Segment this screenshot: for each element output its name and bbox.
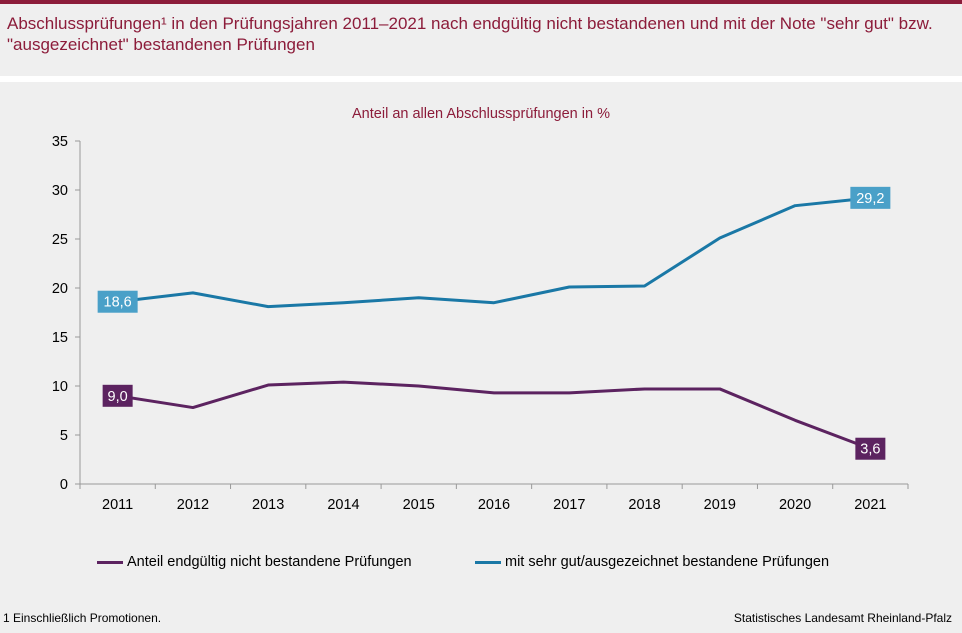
legend-swatch-excellent (475, 560, 501, 564)
legend-label-failed: Anteil endgültig nicht bestandene Prüfun… (127, 554, 412, 570)
chart-legend: Anteil endgültig nicht bestandene Prüfun… (0, 554, 962, 574)
y-tick-label: 5 (60, 428, 68, 444)
y-tick-label: 10 (52, 379, 68, 395)
x-tick-label: 2020 (779, 497, 811, 513)
data-label-box (97, 290, 138, 313)
data-label-0: 9,0 (102, 384, 133, 407)
y-tick-label: 20 (52, 281, 68, 297)
header-separator (0, 76, 962, 82)
y-tick-label: 35 (52, 134, 68, 150)
series-line-0 (116, 380, 872, 451)
x-tick-label: 2018 (628, 497, 660, 513)
data-label-1: 29,2 (850, 186, 891, 209)
series-line-1 (116, 196, 872, 309)
data-label-box (850, 186, 891, 209)
data-label-text: 18,6 (104, 295, 132, 311)
source-note: Statistisches Landesamt Rheinland-Pfalz (733, 611, 952, 625)
chart-axes: 0 5 10 15 20 25 30 35 2011 2012 2013 2014 2015 2016 20… (52, 134, 909, 513)
y-tick-label: 30 (52, 183, 68, 199)
chart-series: 9,0 3,6 18,6 29,2 (97, 186, 891, 460)
x-tick-label: 2015 (403, 497, 435, 513)
x-tick-label: 2019 (704, 497, 736, 513)
data-label-text: 9,0 (108, 389, 128, 405)
y-tick-label: 0 (60, 477, 68, 493)
data-label-box (102, 384, 133, 407)
x-tick-label: 2011 (102, 497, 133, 513)
x-tick-label: 2013 (252, 497, 284, 513)
data-label-box (855, 437, 886, 460)
chart-title: Abschlussprüfungen¹ in den Prüfungsjahre… (7, 14, 933, 54)
data-label-text: 3,6 (860, 442, 880, 458)
top-accent-bar (0, 0, 962, 4)
legend-label-excellent: mit sehr gut/ausgezeichnet bestandene Pr… (505, 554, 830, 570)
x-tick-label: 2012 (177, 497, 209, 513)
x-tick-label: 2017 (553, 497, 585, 513)
chart-subtitle: Anteil an allen Abschlussprüfungen in % (352, 106, 610, 122)
legend-item-failed: Anteil endgültig nicht bestandene Prüfun… (97, 554, 412, 570)
data-label-0: 3,6 (855, 437, 886, 460)
footnote: 1 Einschließlich Promotionen. (3, 611, 162, 625)
x-tick-label: 2021 (854, 497, 886, 513)
x-tick-label: 2014 (327, 497, 359, 513)
data-label-1: 18,6 (97, 290, 138, 313)
data-label-text: 29,2 (856, 191, 884, 207)
y-tick-label: 15 (52, 330, 68, 346)
legend-item-excellent: mit sehr gut/ausgezeichnet bestandene Pr… (475, 554, 829, 570)
legend-swatch-failed (97, 560, 123, 564)
x-tick-label: 2016 (478, 497, 510, 513)
y-tick-label: 25 (52, 232, 68, 248)
